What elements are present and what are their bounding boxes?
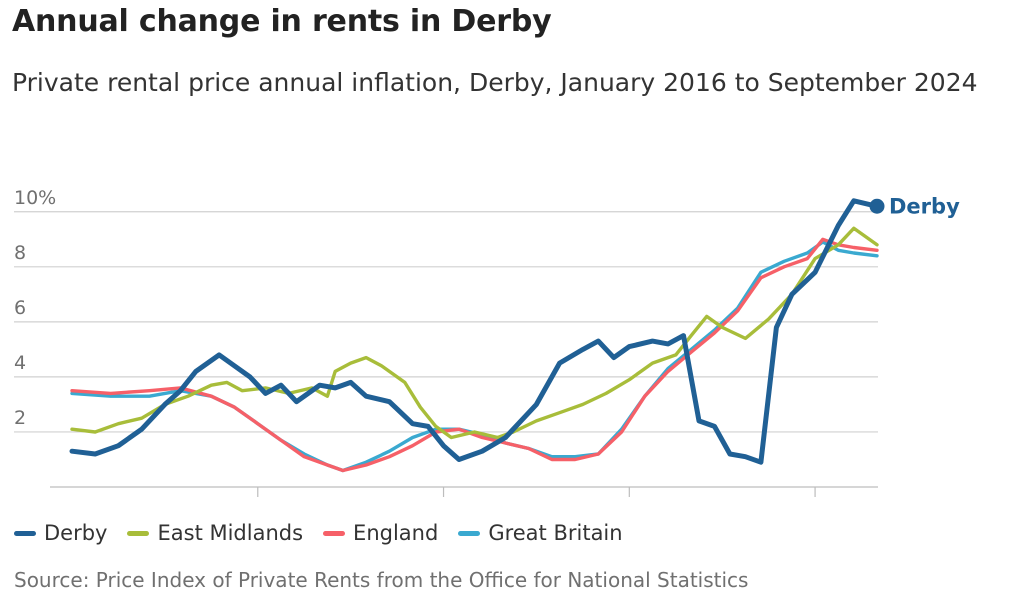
legend-label: Great Britain (488, 521, 623, 545)
chart-title: Annual change in rents in Derby (12, 4, 552, 39)
x-tick-label: Jan-2022 (586, 507, 672, 510)
y-tick-label: 10% (14, 187, 56, 209)
legend-item-england: England (323, 521, 438, 545)
series-line-derby (69, 198, 880, 465)
legend-swatch-england (323, 530, 346, 536)
x-tick-label: Jan-2018 (215, 507, 301, 510)
y-tick-label: 2 (14, 407, 26, 429)
x-tick-label: Jan-2020 (400, 507, 486, 510)
y-axis-tick-labels: 10% 8 6 4 2 (14, 187, 56, 429)
y-tick-label: 6 (14, 297, 26, 319)
legend-item-east-midlands: East Midlands (127, 521, 303, 545)
legend-label: England (353, 521, 439, 545)
legend: Derby East Midlands England Great Britain (14, 516, 643, 550)
legend-swatch-derby (14, 530, 36, 536)
y-tick-label: 8 (14, 242, 26, 264)
x-axis: Jan-2018 Jan-2020 Jan-2022 Jan-2024 (50, 486, 878, 510)
gridlines (14, 211, 878, 433)
line-chart: 10% 8 6 4 2 Jan-2018 Jan-2020 Jan-2022 Jan-2024… (14, 187, 960, 510)
legend-item-derby: Derby (14, 521, 107, 545)
legend-item-great-britain: Great Britain (458, 521, 623, 545)
series-lines (69, 198, 880, 473)
end-label-group: Derby (869, 194, 960, 218)
series-line-england (70, 237, 879, 473)
legend-label: Derby (44, 521, 108, 545)
source-note: Source: Price Index of Private Rents fro… (14, 568, 749, 592)
x-tick-label: Jan-2024 (772, 507, 858, 510)
derby-end-marker (869, 198, 885, 214)
chart-subtitle: Private rental price annual inflation, D… (12, 68, 978, 97)
derby-end-label: Derby (889, 194, 960, 218)
series-line-east-midlands (70, 226, 879, 440)
legend-swatch-east-midlands (127, 530, 150, 536)
legend-swatch-great-britain (458, 530, 481, 536)
legend-label: East Midlands (157, 521, 304, 545)
y-tick-label: 4 (14, 352, 26, 374)
